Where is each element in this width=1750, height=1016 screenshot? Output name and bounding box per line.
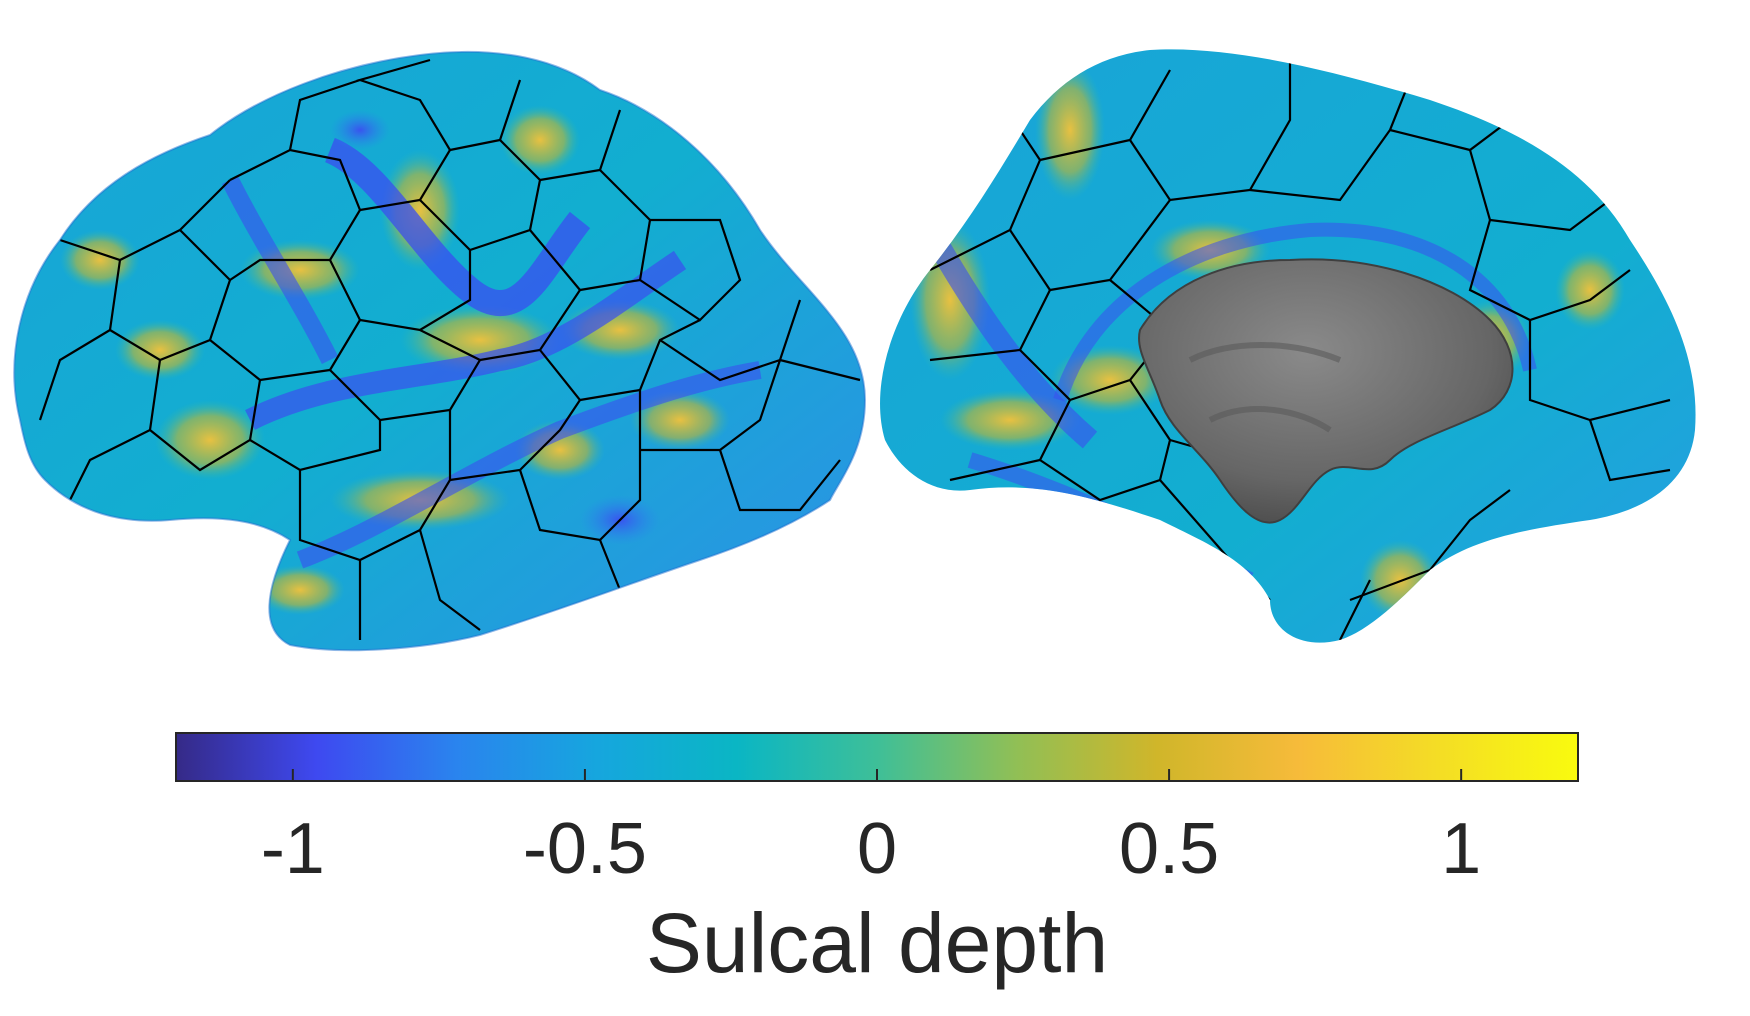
lateral-surface-shading	[14, 51, 866, 651]
colorbar: -1 -0.5 0 0.5 1 Sulcal depth	[175, 732, 1579, 990]
medial-wall	[1138, 258, 1514, 524]
colorbar-tick-label: 0.5	[1119, 809, 1219, 889]
colorbar-tick-labels: -1 -0.5 0 0.5 1	[261, 809, 1481, 889]
parcel-borders	[38, 58, 861, 640]
colorbar-tick-label: -0.5	[523, 809, 647, 889]
colorbar-tick-label: -1	[261, 809, 325, 889]
colorbar-tick-label: 1	[1441, 809, 1481, 889]
colorbar-tick-label: 0	[857, 809, 897, 889]
colorbar-label: Sulcal depth	[646, 896, 1108, 990]
medial-surface-shading	[880, 49, 1696, 643]
lateral-brain-surface	[13, 50, 867, 652]
medial-brain-surface	[880, 49, 1696, 643]
colorbar-ticks	[291, 769, 1463, 781]
